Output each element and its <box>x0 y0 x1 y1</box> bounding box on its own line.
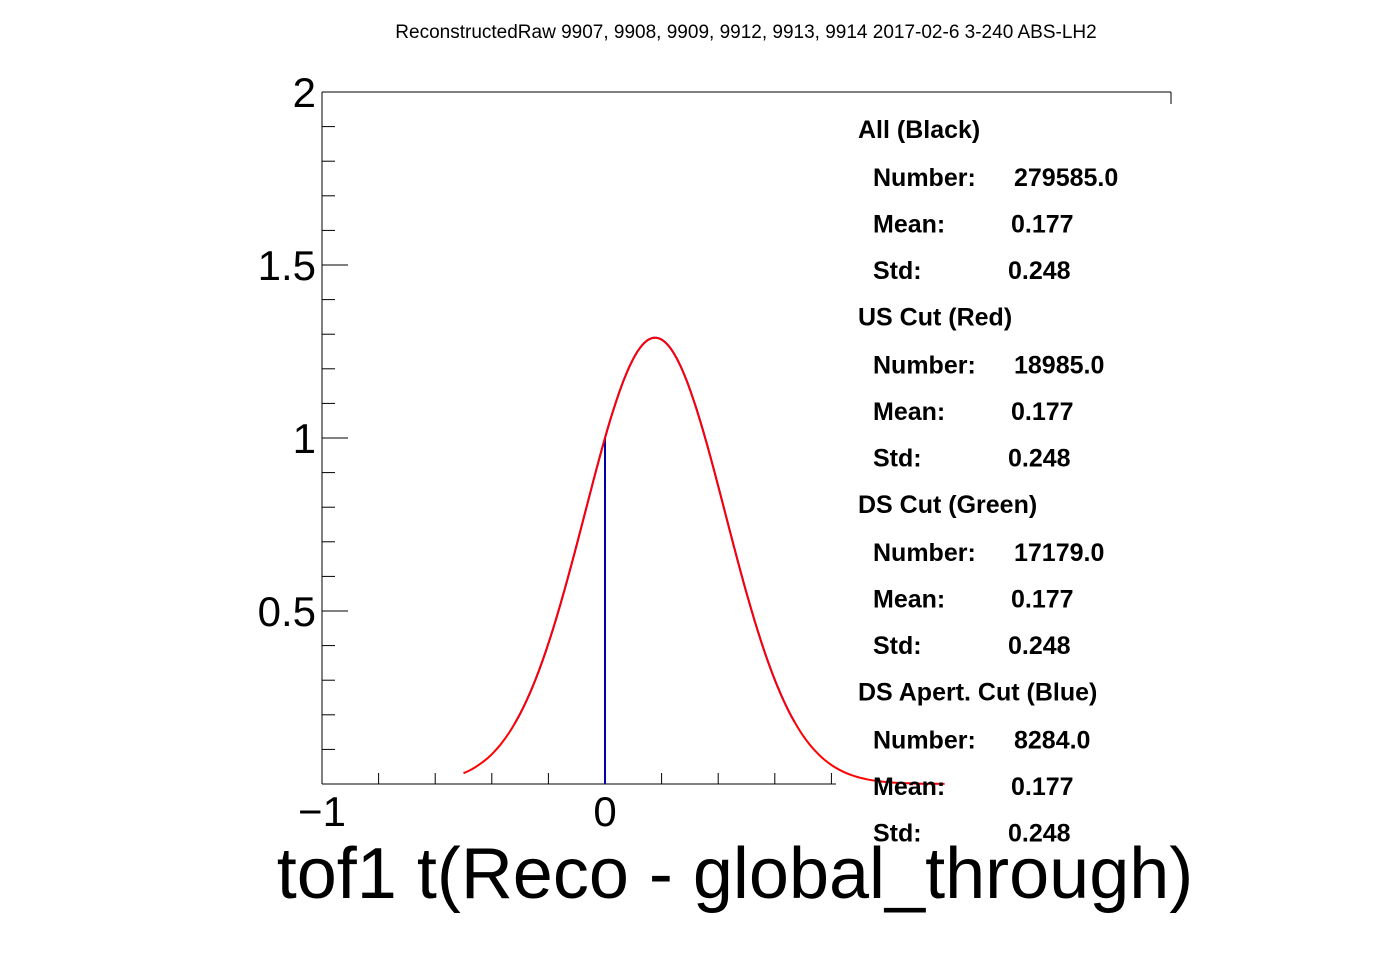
stat-value: 0.248 <box>1008 820 1071 848</box>
stat-label: Mean: <box>873 586 945 614</box>
stat-label: Mean: <box>873 211 945 239</box>
stat-label: Std: <box>873 632 922 660</box>
x-axis-label: tof1 t(Reco - global_through) <box>277 834 1194 914</box>
series-group <box>463 336 945 785</box>
stat-label: Std: <box>873 820 922 848</box>
stat-value: 279585.0 <box>1014 164 1118 192</box>
stat-value: 0.177 <box>1011 773 1074 801</box>
stat-value: 8284.0 <box>1014 727 1090 755</box>
stat-value: 0.177 <box>1011 398 1074 426</box>
chart-title: ReconstructedRaw 9907, 9908, 9909, 9912,… <box>395 22 1096 43</box>
stat-heading: DS Cut (Green) <box>858 491 1037 519</box>
stat-heading: All (Black) <box>858 116 980 144</box>
stat-value: 0.177 <box>1011 586 1074 614</box>
stats-box: All (Black) Number: 279585.0 Mean: 0.177 Std:… <box>858 116 1118 848</box>
stat-label: Std: <box>873 445 922 473</box>
x-tick-label: 0 <box>593 788 616 835</box>
stat-label: Number: <box>873 539 976 567</box>
stat-value: 0.248 <box>1008 257 1071 285</box>
x-tick-label: −1 <box>298 788 346 835</box>
stat-value: 0.248 <box>1008 445 1071 473</box>
stat-value: 0.177 <box>1011 211 1074 239</box>
stat-label: Mean: <box>873 773 945 801</box>
x-axis: −1 0 <box>298 762 832 835</box>
stat-label: Std: <box>873 257 922 285</box>
y-tick-label: 2 <box>293 69 316 116</box>
stat-value: 18985.0 <box>1014 352 1104 380</box>
stat-heading: US Cut (Red) <box>858 304 1012 332</box>
y-tick-label: 1.5 <box>258 242 316 289</box>
stat-label: Mean: <box>873 398 945 426</box>
stat-label: Number: <box>873 164 976 192</box>
y-tick-label: 0.5 <box>258 588 316 635</box>
stat-value: 0.248 <box>1008 632 1071 660</box>
stat-heading: DS Apert. Cut (Blue) <box>858 679 1097 707</box>
series-line <box>513 336 796 725</box>
series-line <box>463 336 945 785</box>
stat-label: Number: <box>873 727 976 755</box>
y-axis: 0.5 1 1.5 2 <box>258 69 348 785</box>
stat-label: Number: <box>873 352 976 380</box>
stat-value: 17179.0 <box>1014 539 1104 567</box>
y-tick-label: 1 <box>293 415 316 462</box>
